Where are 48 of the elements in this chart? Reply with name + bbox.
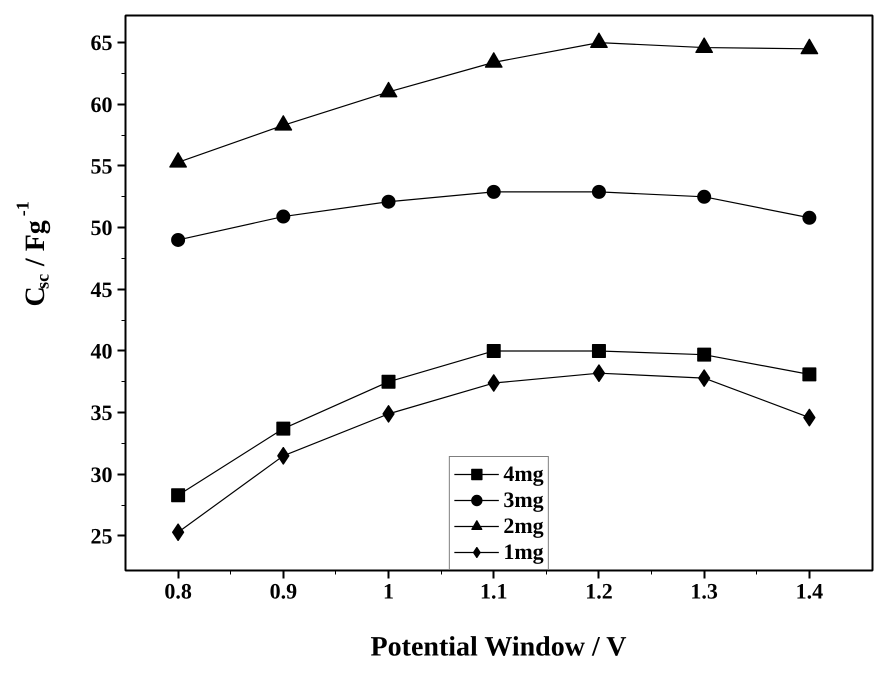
y-tick-label: 35 <box>90 400 112 426</box>
y-tick-label: 45 <box>90 276 112 302</box>
y-tick-label: 55 <box>90 153 112 178</box>
y-tick-label: 50 <box>90 215 112 240</box>
x-tick-label: 1.2 <box>585 578 613 604</box>
y-axis-title: Csc / Fg-1 <box>12 201 52 306</box>
point <box>697 348 712 362</box>
point <box>171 488 186 502</box>
point <box>803 408 816 427</box>
y-tick-label: 65 <box>90 30 112 56</box>
point <box>695 37 714 53</box>
point <box>169 152 188 168</box>
x-tick-label: 1.4 <box>796 578 824 604</box>
point <box>382 194 396 209</box>
x-tick-label: 1.3 <box>690 578 718 604</box>
point <box>274 114 292 131</box>
point <box>382 374 396 389</box>
point <box>800 38 818 54</box>
x-tick-label: 1.1 <box>480 578 508 604</box>
x-tick-label: 0.9 <box>270 578 298 604</box>
legend-label: 4mg <box>503 461 544 487</box>
point <box>276 210 290 224</box>
legend-label: 2mg <box>503 513 544 539</box>
x-tick-label: 0.8 <box>164 578 192 604</box>
point <box>172 523 184 542</box>
legend-label: 3mg <box>503 487 544 513</box>
point <box>486 184 501 199</box>
x-tick-label: 1 <box>383 578 394 604</box>
y-tick-label: 60 <box>90 92 112 117</box>
point <box>697 190 712 204</box>
point <box>592 344 606 358</box>
point <box>592 184 606 199</box>
legend-label: 1mg <box>503 539 544 565</box>
point <box>592 364 606 382</box>
x-axis-title: Potential Window / V <box>370 632 626 662</box>
y-tick-label: 40 <box>90 338 112 364</box>
y-tick-label: 25 <box>90 523 112 548</box>
point <box>276 422 290 436</box>
point <box>380 82 398 98</box>
point <box>382 404 395 423</box>
point <box>484 52 503 68</box>
point <box>486 344 501 358</box>
y-tick-label: 30 <box>90 462 112 487</box>
point <box>802 210 816 225</box>
point <box>590 32 608 48</box>
point <box>171 232 186 247</box>
point <box>698 369 710 388</box>
point <box>802 367 816 382</box>
